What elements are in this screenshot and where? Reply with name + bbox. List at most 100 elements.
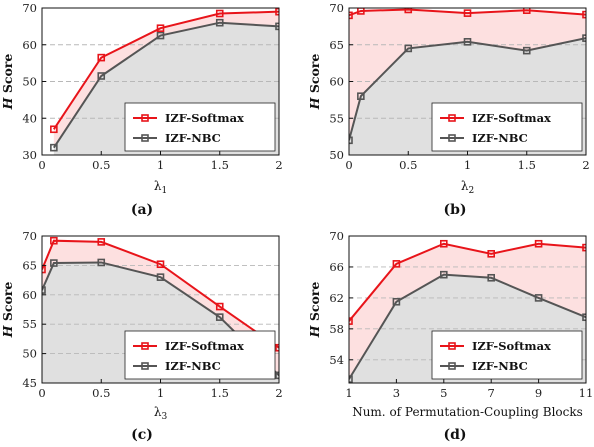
point-nbc-d-2 <box>439 270 448 279</box>
series-line-softmax-d <box>349 242 586 322</box>
point-nbc-d-3 <box>487 273 496 282</box>
point-softmax-c-5 <box>275 343 279 352</box>
xtick-label-a-4: 2 <box>275 158 282 172</box>
ytick-label-b-1: 55 <box>329 111 344 125</box>
ytick-label-b-0: 50 <box>329 148 344 162</box>
legend-label-softmax-b: IZF-Softmax <box>472 111 551 125</box>
legend-label-softmax-d: IZF-Softmax <box>472 339 551 353</box>
gap-fill-d <box>349 243 586 380</box>
point-softmax-c-1 <box>50 236 58 245</box>
point-nbc-c-4 <box>215 313 224 321</box>
ytick-label-a-3: 60 <box>22 38 37 52</box>
chart-c: 45 50 55 60 65 70 0 0.5 1 1.5 2 H Score λ3(c) IZF-Sof… <box>0 229 283 443</box>
xtick-label-c-4: 2 <box>275 386 282 400</box>
point-softmax-d-1 <box>392 260 401 268</box>
xtick-label-a-1: 0.5 <box>92 158 110 172</box>
plot-frame-d <box>348 235 587 384</box>
series-line-nbc-b <box>349 37 586 141</box>
x-axis-label-c: λ3 <box>154 405 168 422</box>
ytick-label-c-2: 55 <box>22 317 37 331</box>
point-nbc-d-1 <box>392 297 401 306</box>
legend-b: IZF-Softmax IZF-NBC <box>431 102 583 152</box>
caption-b: (b) <box>443 202 466 218</box>
xtick-label-d-2: 5 <box>440 386 447 400</box>
chart-d: 54 58 62 66 70 1 3 5 7 9 11 H Score Num. of Permutat… <box>307 229 593 443</box>
legend-label-softmax-a: IZF-Softmax <box>165 111 244 125</box>
point-softmax-a-1 <box>97 53 106 62</box>
legend-box-b <box>431 102 583 152</box>
point-softmax-b-3 <box>463 9 472 17</box>
point-nbc-b-5 <box>582 34 586 42</box>
ytick-label-b-3: 65 <box>329 38 344 52</box>
point-softmax-a-4 <box>275 8 279 16</box>
y-axis-label-b: H Score <box>307 54 322 111</box>
ytick-label-c-4: 65 <box>22 258 37 272</box>
point-nbc-c-3 <box>156 273 165 281</box>
x-axis-label-b: λ2 <box>461 179 474 196</box>
legend-label-softmax-c: IZF-Softmax <box>165 339 244 353</box>
legend-marker-softmax-d <box>448 342 456 350</box>
legend-box-c <box>124 330 276 380</box>
ytick-label-d-1: 58 <box>329 322 344 336</box>
point-nbc-b-1 <box>357 92 365 100</box>
ytick-label-d-2: 62 <box>329 291 344 305</box>
xtick-label-a-0: 0 <box>38 158 45 172</box>
xtick-label-a-2: 1 <box>157 158 164 172</box>
ytick-label-b-2: 60 <box>329 75 344 89</box>
point-nbc-a-2 <box>156 31 165 40</box>
legend-marker-softmax-a <box>141 114 149 122</box>
point-softmax-c-4 <box>215 302 224 311</box>
xtick-label-d-3: 7 <box>488 386 495 400</box>
point-softmax-d-5 <box>582 243 586 252</box>
point-nbc-c-1 <box>50 259 58 267</box>
ytick-label-a-0: 30 <box>22 148 37 162</box>
legend-box-a <box>124 102 276 152</box>
point-softmax-d-4 <box>534 239 543 248</box>
legend-marker-nbc-c <box>141 362 149 370</box>
legend-box-d <box>431 330 583 380</box>
ytick-label-b-4: 70 <box>329 1 344 15</box>
xtick-label-d-4: 9 <box>535 386 542 400</box>
point-nbc-b-0 <box>349 136 353 145</box>
point-softmax-d-0 <box>349 317 353 325</box>
ytick-label-c-5: 70 <box>22 229 37 243</box>
ytick-label-c-0: 45 <box>22 376 37 390</box>
xtick-label-b-3: 1.5 <box>518 158 536 172</box>
legend-a: IZF-Softmax IZF-NBC <box>124 102 276 152</box>
y-axis-label-d: H Score <box>307 282 322 339</box>
point-nbc-c-5 <box>275 371 279 380</box>
xtick-label-b-2: 1 <box>464 158 471 172</box>
y-axis-label-c: H Score <box>0 282 15 339</box>
series-line-nbc-d <box>349 273 586 380</box>
point-softmax-a-0 <box>50 125 58 134</box>
legend-c: IZF-Softmax IZF-NBC <box>124 330 276 380</box>
legend-marker-nbc-d <box>448 362 456 370</box>
ytick-label-a-2: 50 <box>22 75 37 89</box>
point-softmax-a-2 <box>156 24 165 33</box>
point-softmax-a-3 <box>215 9 224 18</box>
xtick-label-d-0: 1 <box>345 386 352 400</box>
point-softmax-b-4 <box>522 8 531 15</box>
ytick-label-d-4: 70 <box>329 229 344 243</box>
caption-d: (d) <box>443 427 466 443</box>
legend-label-nbc-c: IZF-NBC <box>165 359 221 373</box>
ytick-label-c-1: 50 <box>22 347 37 361</box>
series-line-softmax-b <box>349 8 586 17</box>
point-softmax-b-1 <box>357 8 365 15</box>
point-nbc-a-0 <box>50 143 58 152</box>
point-nbc-a-3 <box>215 18 224 27</box>
caption-a: (a) <box>131 202 153 218</box>
xtick-label-b-0: 0 <box>345 158 352 172</box>
ytick-label-d-0: 54 <box>329 353 344 367</box>
point-softmax-c-0 <box>42 265 46 274</box>
point-softmax-c-2 <box>97 238 106 246</box>
xtick-label-c-1: 0.5 <box>92 386 110 400</box>
point-nbc-c-2 <box>97 258 106 267</box>
xtick-label-d-5: 11 <box>579 386 594 400</box>
series-line-nbc-c <box>42 261 279 377</box>
x-axis-label-d: Num. of Permutation-Coupling Blocks <box>352 405 583 419</box>
legend-marker-softmax-b <box>448 114 456 122</box>
caption-c: (c) <box>131 427 153 443</box>
point-nbc-d-4 <box>534 294 543 302</box>
